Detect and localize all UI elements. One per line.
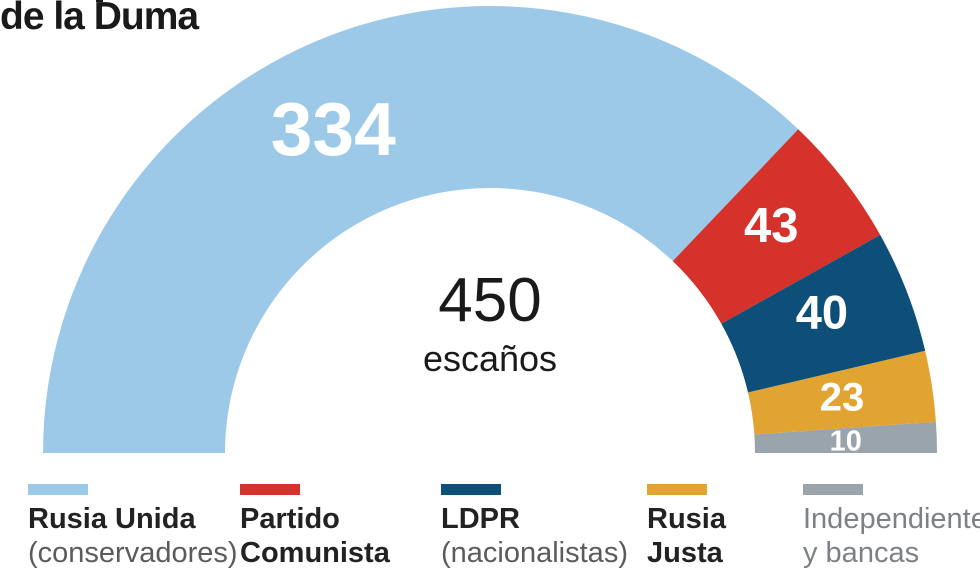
svg-text:334: 334 [271,87,396,171]
svg-text:10: 10 [830,426,862,458]
svg-text:40: 40 [796,285,848,338]
svg-text:43: 43 [744,199,799,253]
svg-text:23: 23 [820,376,865,420]
